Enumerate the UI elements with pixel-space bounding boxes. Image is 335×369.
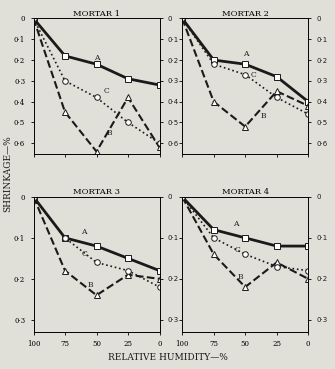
- Text: RELATIVE HUMIDITY—%: RELATIVE HUMIDITY—%: [108, 353, 227, 362]
- Text: A: A: [94, 54, 99, 62]
- Text: B: B: [107, 129, 112, 137]
- Title: MORTAR 3: MORTAR 3: [73, 188, 120, 196]
- Text: A: A: [232, 220, 238, 228]
- Text: A: A: [81, 228, 87, 236]
- Title: MORTAR 4: MORTAR 4: [222, 188, 269, 196]
- Title: MORTAR 1: MORTAR 1: [73, 10, 120, 18]
- Text: B: B: [88, 281, 93, 289]
- Text: SHRINKAGE—%: SHRINKAGE—%: [3, 135, 12, 212]
- Text: C: C: [81, 250, 87, 258]
- Text: C: C: [104, 87, 110, 95]
- Text: C: C: [235, 246, 241, 254]
- Text: A: A: [243, 50, 248, 58]
- Text: B: B: [260, 112, 266, 120]
- Text: B: B: [238, 273, 243, 281]
- Title: MORTAR 2: MORTAR 2: [222, 10, 269, 18]
- Text: C: C: [250, 71, 256, 79]
